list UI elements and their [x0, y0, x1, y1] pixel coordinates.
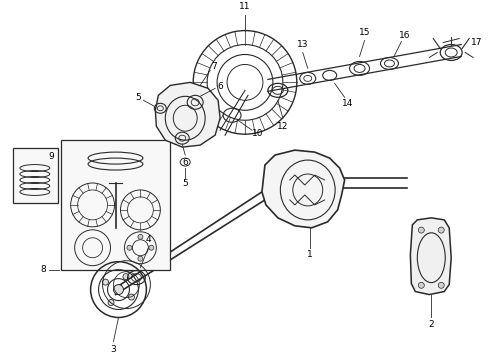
- Text: 5: 5: [136, 93, 141, 102]
- Text: 16: 16: [399, 31, 410, 40]
- Text: 14: 14: [342, 99, 353, 108]
- Text: 11: 11: [239, 2, 251, 11]
- Polygon shape: [155, 82, 220, 147]
- Circle shape: [418, 227, 424, 233]
- Circle shape: [102, 279, 109, 285]
- Circle shape: [123, 274, 129, 280]
- Text: 8: 8: [40, 265, 46, 274]
- Circle shape: [138, 256, 143, 261]
- Text: 4: 4: [146, 235, 151, 244]
- Circle shape: [127, 245, 132, 250]
- Text: 17: 17: [471, 38, 483, 47]
- Circle shape: [149, 245, 154, 250]
- Circle shape: [438, 227, 444, 233]
- Circle shape: [108, 300, 114, 306]
- Text: 12: 12: [277, 122, 289, 131]
- Text: 5: 5: [182, 180, 188, 189]
- Polygon shape: [262, 150, 344, 228]
- Text: 2: 2: [428, 320, 434, 329]
- Text: 3: 3: [111, 345, 117, 354]
- Circle shape: [128, 294, 134, 300]
- Text: 13: 13: [297, 40, 309, 49]
- Text: 10: 10: [252, 129, 264, 138]
- Circle shape: [438, 282, 444, 288]
- Text: 15: 15: [359, 28, 370, 37]
- Text: 7: 7: [211, 62, 217, 71]
- Text: 1: 1: [307, 250, 313, 259]
- Bar: [61, 140, 171, 270]
- Circle shape: [418, 282, 424, 288]
- Text: 6: 6: [217, 82, 223, 91]
- Circle shape: [138, 234, 143, 239]
- Circle shape: [114, 285, 123, 294]
- Polygon shape: [410, 218, 451, 294]
- Text: 6: 6: [182, 158, 188, 167]
- Text: 9: 9: [49, 152, 54, 161]
- Bar: [13, 148, 58, 203]
